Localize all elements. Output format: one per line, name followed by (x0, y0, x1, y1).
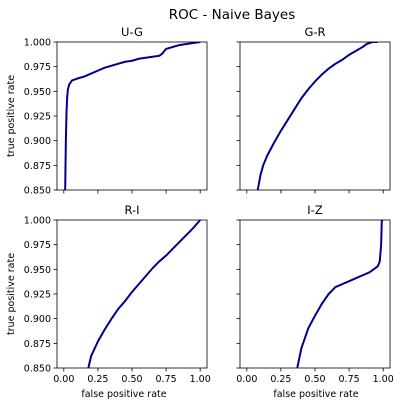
panel-g-r: G-R (236, 25, 391, 194)
axes-frame-u-g (56, 41, 208, 191)
x-tick-label: 0.75 (156, 374, 177, 385)
x-tick-label: 0.50 (121, 374, 142, 385)
y-axis-label-bottom: true positive rate (6, 253, 17, 335)
y-tick-label: 0.925 (24, 112, 51, 123)
x-tick-label: 0.75 (339, 374, 360, 385)
x-tick-label: 1.00 (190, 374, 211, 385)
y-tick-label: 1.000 (24, 216, 51, 227)
x-tick-label: 0.00 (53, 374, 74, 385)
panel-r-i: 0.00 0.25 0.50 0.75 1.00 0.850 0.875 0.900 0.925… (24, 203, 211, 385)
panel-u-g: 0.850 0.875 0.900 0.925 0.950 0.975 1.000 U-G (24, 25, 208, 197)
roc-line-g-r (256, 42, 378, 190)
y-tick-label: 0.975 (24, 240, 51, 251)
y-tick-label: 0.900 (24, 136, 51, 147)
x-axis-label-left: false positive rate (81, 389, 166, 400)
y-tick-label: 0.950 (24, 87, 51, 98)
y-axis-label-top: true positive rate (6, 75, 17, 157)
panel-title-u-g: U-G (121, 25, 143, 39)
x-tick-label: 0.25 (87, 374, 108, 385)
x-axis-label-right: false positive rate (273, 389, 358, 400)
panels-group: 0.850 0.875 0.900 0.925 0.950 0.975 1.000 U-G G-… (24, 25, 394, 385)
roc-line-u-g (64, 42, 201, 190)
y-tick-label: 0.875 (24, 339, 51, 350)
panel-title-g-r: G-R (304, 25, 325, 39)
roc-line-r-i (87, 220, 201, 368)
y-tick-label: 0.950 (24, 265, 51, 276)
y-tick-label: 1.000 (24, 38, 51, 49)
panel-i-z: 0.00 0.25 0.50 0.75 1.00 I-Z (236, 203, 394, 385)
y-tick-label: 0.925 (24, 290, 51, 301)
axes-frame-r-i (56, 219, 208, 369)
axes-frame-i-z (239, 219, 391, 369)
panel-title-i-z: I-Z (307, 203, 323, 217)
panel-title-r-i: R-I (124, 203, 139, 217)
figure-title: ROC - Naive Bayes (169, 7, 295, 23)
y-tick-label: 0.875 (24, 161, 51, 172)
x-tick-label: 0.25 (270, 374, 291, 385)
roc-line-i-z (296, 220, 384, 368)
y-tick-label: 0.975 (24, 62, 51, 73)
x-tick-label: 0.50 (304, 374, 325, 385)
y-tick-label: 0.900 (24, 314, 51, 325)
y-tick-label: 0.850 (24, 364, 51, 375)
y-tick-label: 0.850 (24, 186, 51, 197)
x-tick-label: 0.00 (236, 374, 257, 385)
x-tick-label: 1.00 (373, 374, 394, 385)
